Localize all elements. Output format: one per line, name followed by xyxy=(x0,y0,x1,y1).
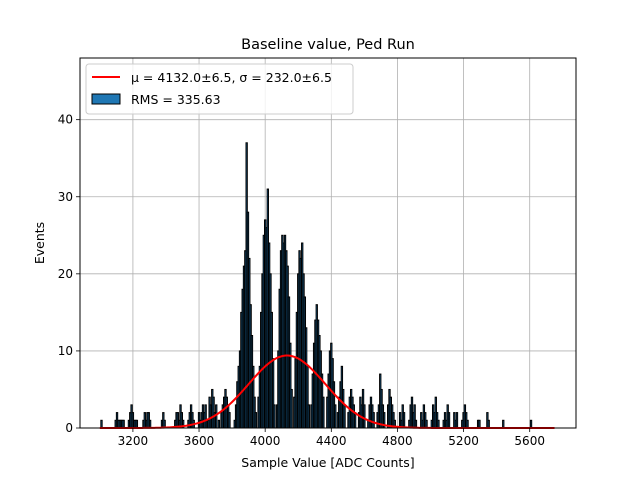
y-axis-label: Events xyxy=(32,222,47,264)
y-tick-label: 30 xyxy=(58,190,73,204)
x-tick-label: 5200 xyxy=(448,434,479,448)
histogram-bar xyxy=(353,412,357,429)
plot-frame xyxy=(79,57,577,429)
x-tick-label: 3600 xyxy=(184,434,215,448)
histogram-bar xyxy=(254,412,258,429)
y-axis-ticks: 0 10 20 30 40 xyxy=(58,113,80,435)
y-tick-label: 40 xyxy=(58,113,73,127)
histogram-bar xyxy=(122,419,125,429)
legend-fit-label: μ = 4132.0±6.5, σ = 232.0±6.5 xyxy=(131,70,332,85)
histogram-bar xyxy=(502,419,505,429)
histogram-bar xyxy=(273,404,276,429)
histogram-bar xyxy=(487,419,490,429)
histogram-bar xyxy=(447,412,451,429)
histogram-bar xyxy=(290,388,293,429)
x-tick-label: 4000 xyxy=(250,434,281,448)
legend: μ = 4132.0±6.5, σ = 232.0±6.5 RMS = 335.… xyxy=(85,63,354,115)
chart-title: Baseline value, Ped Run xyxy=(241,37,415,53)
histogram-bar xyxy=(334,404,337,429)
legend-box xyxy=(85,63,354,115)
histogram-bar xyxy=(372,412,375,429)
x-tick-label: 4400 xyxy=(316,434,347,448)
histogram-bar xyxy=(100,419,103,429)
histogram-bar xyxy=(217,419,221,429)
histogram-bar xyxy=(322,396,325,429)
histogram-bar xyxy=(425,419,428,429)
histogram-bar xyxy=(402,412,406,429)
y-tick-label: 20 xyxy=(58,267,73,281)
histogram-bar xyxy=(478,419,481,429)
histogram-bar xyxy=(215,404,218,429)
legend-histogram-swatch xyxy=(91,93,121,105)
histogram-bar xyxy=(455,412,459,429)
histogram-bar xyxy=(148,419,152,429)
histogram-bar xyxy=(466,419,469,429)
x-axis-label: Sample Value [ADC Counts] xyxy=(241,455,414,470)
histogram-bar xyxy=(363,404,366,429)
histogram-bar xyxy=(307,404,310,429)
x-tick-label: 5600 xyxy=(514,434,545,448)
histogram-bar xyxy=(343,404,346,429)
x-tick-label: 4800 xyxy=(382,434,413,448)
y-tick-label: 10 xyxy=(58,344,73,358)
y-tick-label: 0 xyxy=(65,421,73,435)
legend-histogram-label: RMS = 335.63 xyxy=(131,92,221,107)
histogram-bar xyxy=(437,419,440,429)
histogram-bar xyxy=(228,412,231,429)
x-axis-ticks: 3200 3600 4000 4400 4800 5200 5600 xyxy=(118,428,545,448)
histogram-bar xyxy=(135,419,139,429)
histogram-bar xyxy=(529,419,533,429)
x-tick-label: 3200 xyxy=(118,434,149,448)
